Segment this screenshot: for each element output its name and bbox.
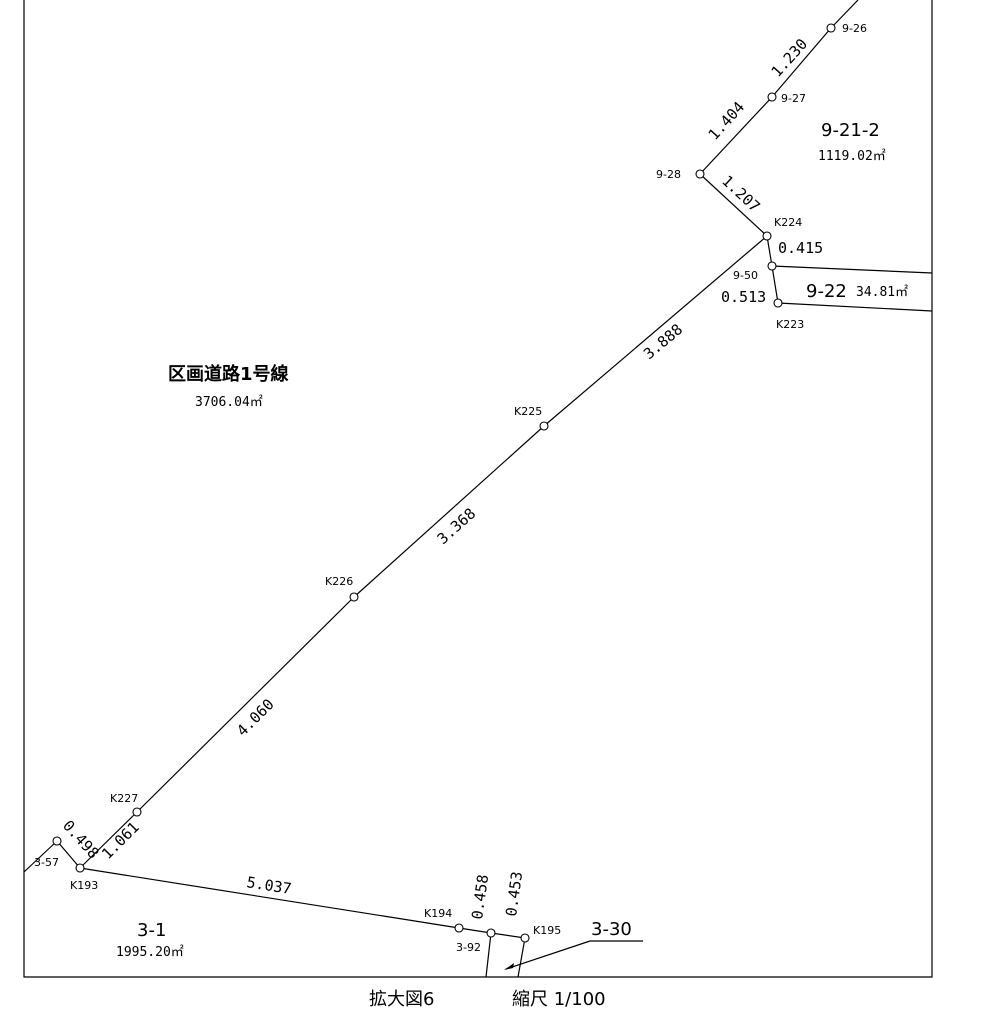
label-3-57: 3-57 <box>34 856 59 869</box>
dim-4060: 4.060 <box>233 695 278 740</box>
dimension-labels: 1.230 1.404 1.207 0.415 0.513 3.888 3.36… <box>59 35 823 920</box>
point-9-26 <box>826 23 836 33</box>
point-k193 <box>75 863 85 873</box>
arrow-head-icon <box>504 963 514 970</box>
line-k226-k227 <box>136 596 355 813</box>
point-k227 <box>132 807 142 817</box>
point-3-57 <box>52 836 62 846</box>
parcel-3-30-name: 3-30 <box>591 919 632 940</box>
parcel-road-name: 区画道路1号線 <box>168 363 289 385</box>
line-k193-k194 <box>79 867 460 929</box>
dim-1404: 1.404 <box>705 98 749 144</box>
dim-3368: 3.368 <box>434 504 480 548</box>
point-k194 <box>454 923 464 933</box>
label-k223: K223 <box>776 318 804 331</box>
point-9-50 <box>767 261 777 271</box>
label-k193: K193 <box>70 879 98 892</box>
line-k227-k193 <box>79 811 138 869</box>
label-9-27: 9-27 <box>781 92 806 105</box>
label-k224: K224 <box>774 216 802 229</box>
parcel-9-22-area: 34.81㎡ <box>856 285 908 300</box>
point-k195 <box>520 933 530 943</box>
dim-0458: 0.458 <box>468 873 492 920</box>
label-9-28: 9-28 <box>656 168 681 181</box>
line-3-92-down <box>485 932 492 978</box>
point-k225 <box>539 421 549 431</box>
drawing-frame <box>23 0 933 978</box>
line-9-26-9-27 <box>771 27 832 98</box>
point-k223 <box>773 298 783 308</box>
parcel-labels: 9-21-2 1119.02㎡ 9-22 34.81㎡ 区画道路1号線 3706… <box>116 120 908 960</box>
line-k225-k226 <box>353 425 545 598</box>
boundary-lines <box>23 0 933 978</box>
label-k227: K227 <box>110 792 138 805</box>
survey-points <box>52 23 836 943</box>
caption-figure: 拡大図6 <box>369 989 434 1010</box>
label-k226: K226 <box>325 575 353 588</box>
line-k224-9-50 <box>766 235 773 267</box>
line-9-26-up <box>830 0 859 29</box>
label-k194: K194 <box>424 907 452 920</box>
label-3-92: 3-92 <box>456 941 481 954</box>
point-k224 <box>762 231 772 241</box>
label-k225: K225 <box>514 405 542 418</box>
line-9-50-east <box>771 265 933 274</box>
line-k224-k225 <box>543 235 768 427</box>
dim-1061: 1.061 <box>98 818 143 863</box>
dim-5037: 5.037 <box>245 873 292 898</box>
dim-3888: 3.888 <box>640 320 686 363</box>
point-labels: 9-26 9-27 9-28 K224 9-50 K223 K225 K226 … <box>34 22 867 954</box>
parcel-3-1-name: 3-1 <box>137 920 166 941</box>
dim-0498: 0.498 <box>59 817 103 863</box>
label-k195: K195 <box>533 924 561 937</box>
line-k194-3-92 <box>458 927 492 934</box>
line-9-50-k223 <box>771 265 779 304</box>
point-k226 <box>349 592 359 602</box>
parcel-9-21-2-area: 1119.02㎡ <box>818 149 886 164</box>
line-3-57-west <box>23 840 58 873</box>
point-9-27 <box>767 92 777 102</box>
dim-0415: 0.415 <box>778 239 823 257</box>
parcel-9-22-name: 9-22 <box>806 281 847 302</box>
line-3-57-k193 <box>56 840 81 869</box>
line-9-27-9-28 <box>699 96 773 175</box>
dim-1230: 1.230 <box>768 35 812 81</box>
dim-0513: 0.513 <box>721 288 766 306</box>
parcel-3-1-area: 1995.20㎡ <box>116 945 184 960</box>
point-9-28 <box>695 169 705 179</box>
label-9-26: 9-26 <box>842 22 867 35</box>
dim-0453: 0.453 <box>502 870 526 917</box>
parcel-road-area: 3706.04㎡ <box>195 395 263 410</box>
dim-1207: 1.207 <box>718 172 763 216</box>
line-k223-east <box>777 302 933 312</box>
line-3-92-k195 <box>490 932 526 939</box>
label-9-50: 9-50 <box>733 269 758 282</box>
line-9-28-k224 <box>699 173 768 237</box>
parcel-9-21-2-name: 9-21-2 <box>821 120 880 141</box>
line-k195-down <box>517 937 526 978</box>
point-3-92 <box>486 928 496 938</box>
caption-scale: 縮尺 1/100 <box>512 989 606 1010</box>
leader-3-30-arrow <box>505 940 591 970</box>
